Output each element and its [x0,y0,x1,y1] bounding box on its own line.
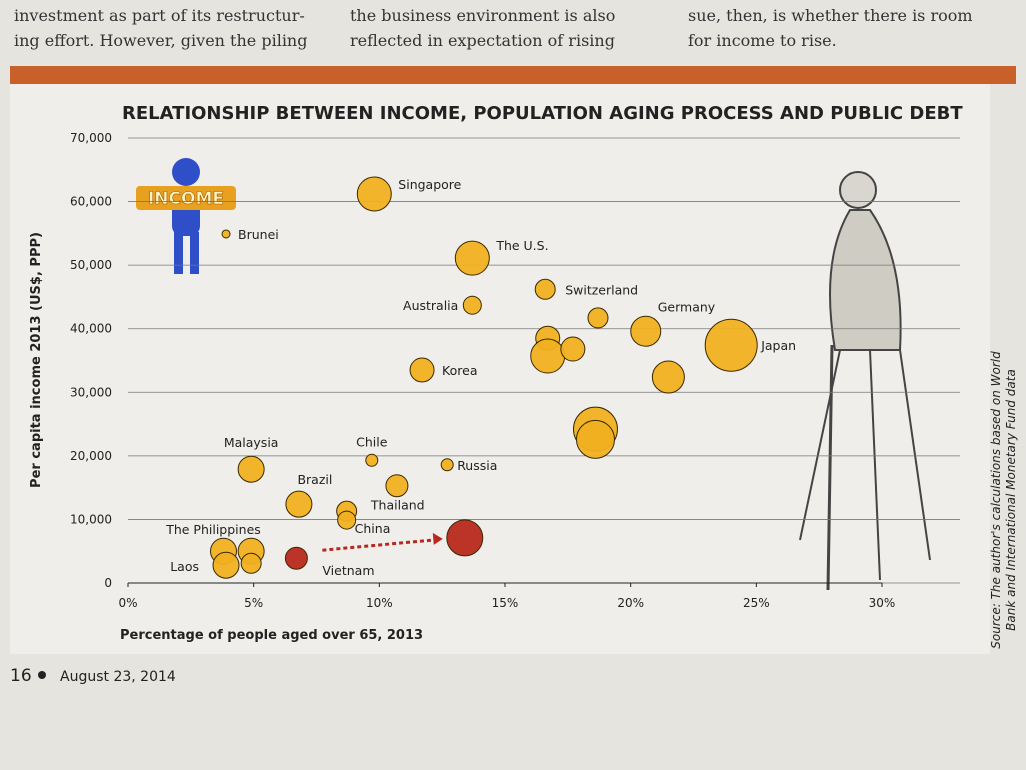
data-label: Thailand [370,498,425,513]
data-label: China [355,521,391,536]
data-label: Vietnam [322,563,374,578]
bubble [446,519,484,557]
bubble [356,176,392,212]
bubble [365,453,379,467]
bubble [530,338,566,374]
bubble [285,490,313,518]
column-text: ing effort. However, given the piling [14,31,307,50]
bubble [575,419,615,459]
data-label: Laos [170,559,199,574]
data-label: Russia [457,458,497,473]
y-tick-label: 70,000 [70,131,112,145]
bubble [409,357,435,383]
chart-title: RELATIONSHIP BETWEEN INCOME, POPULATION … [122,103,963,124]
bubble [651,360,685,394]
column-text: for income to rise. [688,31,837,50]
bubble [587,307,609,329]
bubble [440,458,454,472]
bubble [385,474,409,498]
bubble [454,240,490,276]
x-tick-label: 0% [118,596,137,610]
column-text: sue, then, is whether there is room [688,6,973,25]
data-label: Germany [658,299,716,314]
y-tick-label: 10,000 [70,512,112,526]
column-text: investment as part of its restructur- [14,6,305,25]
bubble [462,295,482,315]
bubble [221,229,231,239]
data-label: The U.S. [495,238,548,253]
arrow [322,538,435,552]
y-axis-label: Per capita income 2013 (US$, PPP) [29,232,44,488]
x-tick-label: 25% [743,596,770,610]
bubble [630,315,662,347]
bubble [240,552,262,574]
x-tick-label: 5% [244,596,263,610]
x-axis-label: Percentage of people aged over 65, 2013 [120,628,423,643]
bubble [284,546,308,570]
data-label: Malaysia [224,435,279,450]
arrow-head [432,532,443,545]
data-label: Brunei [238,227,279,242]
income-figure [136,158,236,274]
x-tick-label: 30% [869,596,896,610]
y-tick-label: 0 [104,576,112,590]
y-tick-label: 30,000 [70,385,112,399]
y-tick-label: 60,000 [70,195,112,209]
y-tick-label: 20,000 [70,449,112,463]
old-man-sketch [799,171,931,591]
data-label: Chile [356,434,388,449]
data-label: Australia [403,298,458,313]
data-label: Switzerland [565,282,638,297]
column-text: the business environment is also [350,6,615,25]
x-tick-label: 10% [366,596,393,610]
bubble [534,278,556,300]
bubble [704,318,758,372]
column-text: reflected in expectation of rising [350,31,615,50]
source-note: Bank and International Monetary Fund dat… [1004,369,1018,631]
data-label: Brazil [297,472,332,487]
source-note: Source: The author's calculations based … [989,351,1003,649]
income-badge: INCOME [148,189,224,209]
chart-panel [10,84,990,654]
x-tick-label: 15% [492,596,519,610]
page-number: 16 [10,666,32,686]
bubble [560,336,586,362]
orange-band [10,66,1016,84]
x-tick-label: 20% [617,596,644,610]
y-tick-label: 40,000 [70,322,112,336]
date: August 23, 2014 [60,669,176,685]
bubble [337,510,357,530]
bubble [212,551,240,579]
data-label: Japan [760,338,796,353]
y-tick-label: 50,000 [70,258,112,272]
data-label: Singapore [398,177,461,192]
separator-dot [38,671,46,679]
data-label: The Philippines [165,522,261,537]
data-label: Korea [442,363,477,378]
bubble [237,455,265,483]
